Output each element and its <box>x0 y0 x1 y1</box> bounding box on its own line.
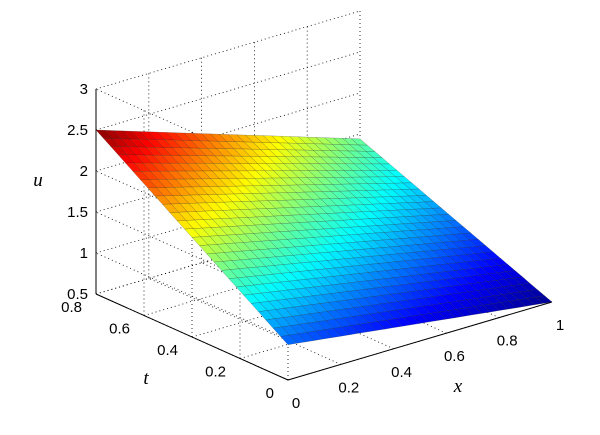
x-tick-label: 1 <box>556 317 564 334</box>
x-axis-label: x <box>453 376 463 397</box>
y-tick-label: 0.4 <box>157 342 178 359</box>
grid-line <box>95 10 361 90</box>
y-tick-label: 0.8 <box>61 299 82 316</box>
surface-patch <box>535 295 553 304</box>
x-tick-label: 0 <box>292 395 300 412</box>
z-tick-label: 2.5 <box>67 122 88 139</box>
z-tick-label: 0.5 <box>67 286 88 303</box>
x-tick-label: 0.6 <box>444 348 465 365</box>
z-tick-label: 3 <box>80 81 88 98</box>
z-tick-label: 2 <box>80 163 88 180</box>
axis-box <box>95 89 553 381</box>
grid-line <box>95 51 361 131</box>
surface <box>95 129 553 345</box>
x-tick-label: 0.8 <box>497 333 518 350</box>
x-tick-label: 0.4 <box>391 364 412 381</box>
y-tick-label: 0.2 <box>205 364 226 381</box>
y-tick-label: 0 <box>266 385 274 402</box>
x-axis-line <box>287 301 553 381</box>
z-tick-label: 1.5 <box>67 204 88 221</box>
y-tick-label: 0.6 <box>109 321 130 338</box>
y-axis-line <box>95 293 289 381</box>
z-axis-label: u <box>33 170 43 191</box>
z-tick-label: 1 <box>80 245 88 262</box>
x-tick-label: 0.2 <box>338 379 359 396</box>
y-axis-label: t <box>143 368 149 389</box>
